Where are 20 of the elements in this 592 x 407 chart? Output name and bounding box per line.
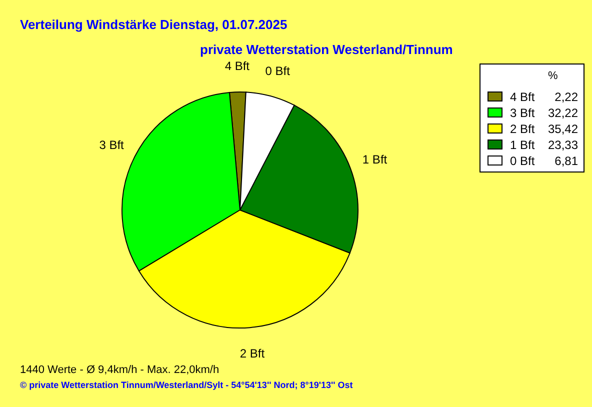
legend-label: 2 Bft bbox=[510, 122, 536, 136]
legend-label: 3 Bft bbox=[510, 106, 536, 120]
slice-label: 3 Bft bbox=[99, 138, 125, 152]
data-label: 2,22 bbox=[554, 90, 578, 104]
legend-label: 4 Bft bbox=[510, 90, 536, 104]
text: 1440 Werte - Ø 9,4km/h - Max. 22,0km/h bbox=[20, 364, 220, 376]
legend-title: % bbox=[548, 70, 558, 82]
data-label: 32,22 bbox=[548, 106, 578, 120]
chart-title: Verteilung Windstärke Dienstag, 01.07.2025 bbox=[20, 17, 288, 32]
slice-label: 4 Bft bbox=[224, 59, 250, 74]
legend-label: 0 Bft bbox=[510, 154, 536, 168]
slice-label: 0 Bft bbox=[265, 64, 291, 78]
data-label: 35,42 bbox=[548, 122, 578, 136]
chart-subtitle: private Wetterstation Westerland/Tinnum bbox=[200, 42, 453, 57]
slice-label: 1 Bft bbox=[362, 152, 388, 166]
legend-label: 1 Bft bbox=[510, 138, 536, 152]
slice-label: 2 Bft bbox=[240, 346, 266, 360]
data-label: 23,33 bbox=[548, 138, 578, 152]
text: © private Wetterstation Tinnum/Westerland/Sylt - 54°54'13'' Nord; 8°19'13'' Ost bbox=[20, 380, 353, 390]
data-label: 6,81 bbox=[554, 154, 578, 168]
